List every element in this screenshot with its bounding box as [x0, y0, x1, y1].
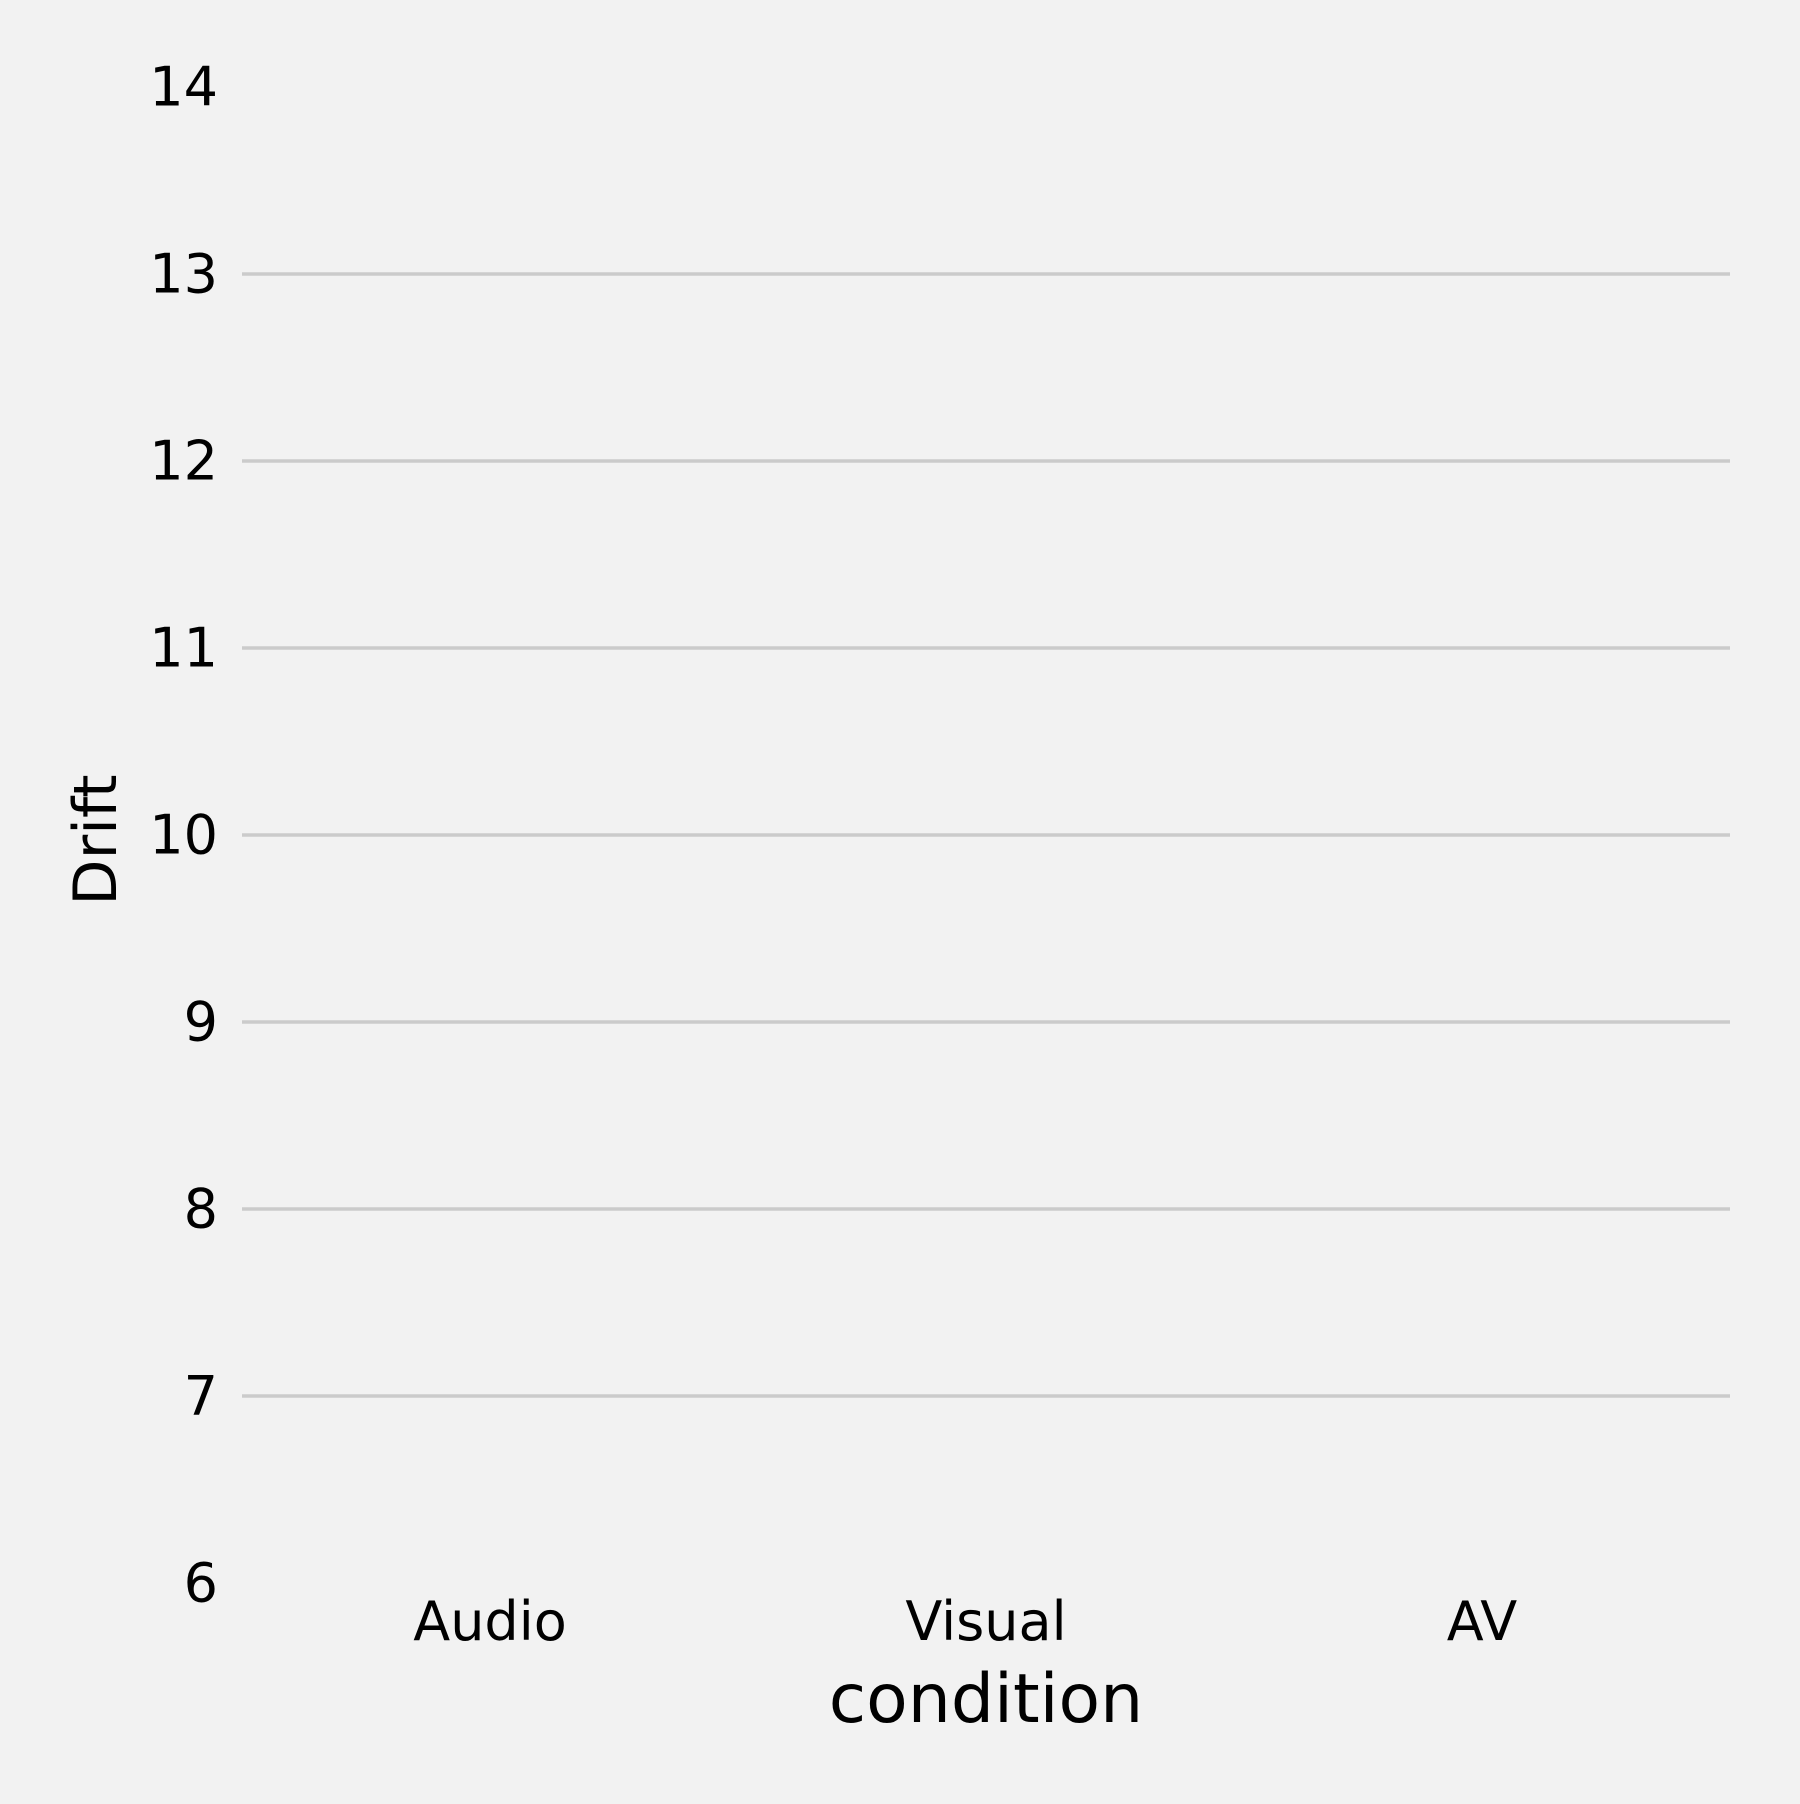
y-tick-label: 12 — [149, 430, 218, 493]
y-tick-label: 8 — [184, 1178, 218, 1241]
y-tick-label: 6 — [184, 1552, 218, 1615]
y-tick-label: 11 — [149, 617, 218, 680]
y-tick-label: 7 — [184, 1365, 218, 1428]
x-tick-labels: Audio Visual AV — [413, 1590, 1517, 1653]
x-tick-label-av: AV — [1447, 1590, 1517, 1653]
x-tick-label-audio: Audio — [413, 1590, 566, 1653]
y-tick-label: 13 — [149, 243, 218, 306]
gridlines — [242, 272, 1730, 1398]
y-tick-label: 10 — [149, 804, 218, 867]
y-tick-labels: 6 7 8 9 10 11 12 13 14 — [149, 56, 218, 1615]
x-tick-label-visual: Visual — [905, 1590, 1066, 1653]
x-axis-label: condition — [829, 1660, 1143, 1739]
y-tick-label: 14 — [149, 56, 218, 119]
y-tick-label: 9 — [184, 991, 218, 1054]
y-axis-label: Drift — [61, 774, 131, 905]
